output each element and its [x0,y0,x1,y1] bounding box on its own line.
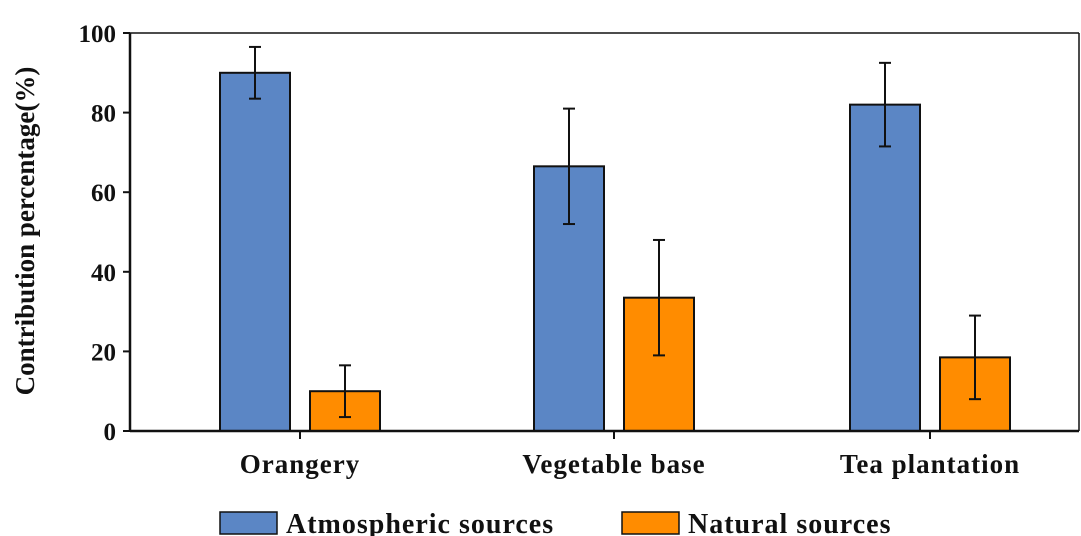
y-axis-ticks: 0 20 40 60 80 100 [79,21,130,446]
legend: Atmospheric sources Natural sources [219,509,891,536]
legend-label: Natural sources [688,509,891,536]
bar-atmospheric-sources [219,71,291,433]
plot-frame [128,32,1080,433]
legend-label: Atmospheric sources [286,509,554,536]
x-axis-categories: Orangery Vegetable base Tea plantation [240,431,1020,479]
x-category-label: Tea plantation [840,449,1020,479]
y-tick-label: 100 [79,21,117,48]
y-tick-label: 40 [91,260,116,287]
x-category-label: Vegetable base [522,449,705,479]
legend-swatch [219,511,278,535]
bars [219,71,1011,433]
y-tick-label: 20 [91,339,116,366]
y-tick-label: 60 [91,180,116,207]
error-bars [249,45,981,419]
bar-atmospheric-sources [849,103,921,432]
x-category-label: Orangery [240,449,360,479]
y-tick-label: 80 [91,101,116,128]
y-tick-label: 0 [104,419,117,446]
legend-swatch [621,511,680,535]
y-axis-title: Contribution percentage(%) [10,67,40,396]
